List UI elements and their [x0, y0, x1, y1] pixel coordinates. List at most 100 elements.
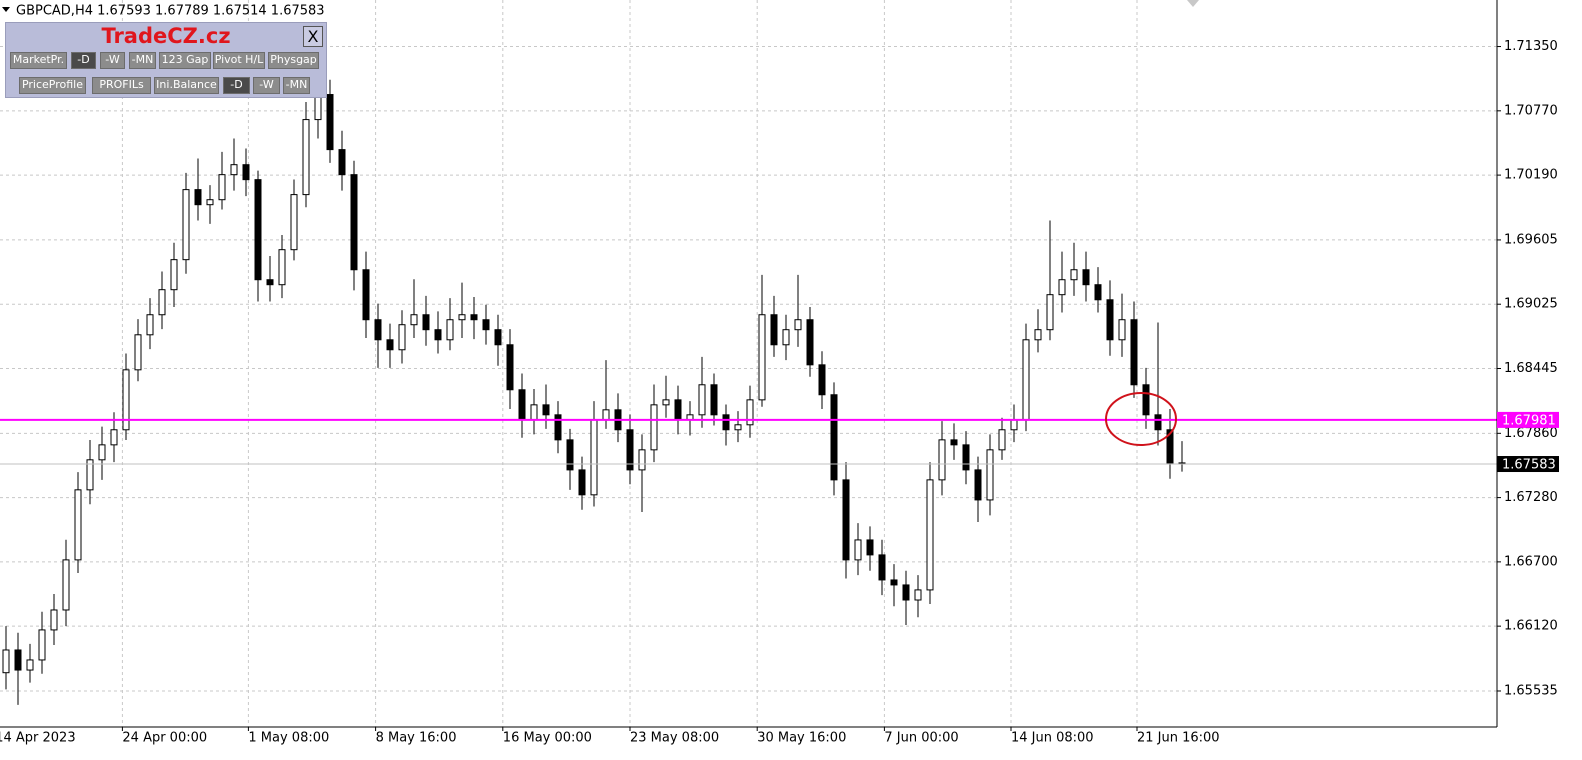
candle-body [1082, 269, 1090, 286]
candle-body [314, 94, 322, 121]
candle-body [434, 329, 442, 341]
candle-body [254, 179, 262, 281]
candle-body [806, 319, 814, 366]
candle-body [710, 384, 718, 416]
candle-body [1166, 429, 1174, 464]
candle-body [566, 439, 574, 471]
symbol-header: GBPCAD,H4 1.67593 1.67789 1.67514 1.6758… [16, 4, 325, 19]
panel-button[interactable]: -MN [129, 52, 156, 69]
candle-body [458, 314, 466, 321]
candle-body [902, 584, 910, 601]
price-label-box [1497, 411, 1559, 428]
x-tick-label: 24 Apr 00:00 [122, 731, 207, 746]
candle-body [26, 659, 34, 671]
panel-button[interactable]: -MN [283, 77, 310, 94]
candle-body [302, 119, 310, 196]
candle-body [218, 174, 226, 201]
y-tick-label: 1.66120 [1504, 619, 1558, 634]
candle-body [410, 314, 418, 326]
candle-body [950, 439, 958, 446]
candle-body [794, 319, 802, 331]
price-lines [0, 418, 1497, 465]
candle-body [1094, 284, 1102, 301]
y-tick-label: 1.69025 [1504, 297, 1558, 312]
candle-body [506, 344, 514, 391]
candle-body [338, 149, 346, 176]
candle-body [962, 444, 970, 471]
candle-body [470, 314, 478, 321]
candle-body [854, 539, 862, 561]
candle-body [998, 429, 1006, 451]
candle-body [554, 414, 562, 441]
candle-body [1058, 279, 1066, 296]
candle-body [842, 479, 850, 561]
panel-button[interactable]: -W [253, 77, 280, 94]
panel-button[interactable]: PROFILs [92, 77, 151, 94]
candle-body [398, 324, 406, 351]
y-tick-label: 1.66700 [1504, 554, 1558, 569]
candle-body [242, 164, 250, 181]
x-tick-label: 14 Jun 08:00 [1011, 731, 1094, 746]
candle-body [422, 314, 430, 331]
candle-body [758, 314, 766, 401]
panel-button[interactable]: -W [100, 52, 125, 69]
y-tick-label: 1.65535 [1504, 683, 1558, 698]
candle-body [1034, 329, 1042, 341]
candle-body [590, 419, 598, 496]
panel-button[interactable]: -D [71, 52, 96, 69]
candle-body [638, 449, 646, 471]
panel-button[interactable]: Physgap [268, 52, 319, 69]
candle-body [926, 479, 934, 591]
panel-button[interactable]: Ini.Balance [154, 77, 219, 94]
candle-body [602, 409, 610, 421]
candle-body [1022, 339, 1030, 421]
panel-button[interactable]: 123 Gap [159, 52, 211, 69]
candle-body [974, 469, 982, 501]
y-tick-label: 1.70770 [1504, 103, 1558, 118]
panel-title: TradeCZ.cz [101, 24, 231, 48]
candle-body [830, 394, 838, 481]
candle-body [230, 164, 238, 176]
panel-button[interactable]: -D [223, 77, 250, 94]
candle-body [362, 269, 370, 321]
x-tick-label: 7 Jun 00:00 [884, 731, 958, 746]
candle-body [578, 469, 586, 496]
grid [0, 0, 1497, 727]
candle-body [14, 649, 22, 671]
candle-body [866, 539, 874, 556]
shift-marker [1187, 0, 1199, 7]
candle-body [62, 559, 70, 611]
candle-body [206, 199, 214, 206]
candle-body [110, 429, 118, 446]
candle-body [74, 489, 82, 561]
candles [2, 59, 1186, 705]
candle-body [1130, 319, 1138, 386]
candle-body [722, 414, 730, 431]
menu-arrow[interactable] [2, 7, 10, 12]
candle-body [482, 319, 490, 331]
panel-close[interactable]: X [303, 26, 323, 47]
candle-body [374, 319, 382, 341]
candle-body [2, 649, 10, 674]
candle-body [50, 609, 58, 631]
candle-body [170, 259, 178, 291]
y-tick-label: 1.69605 [1504, 232, 1558, 247]
tradecz-panel: TradeCZ.cz X MarketPr. -D -W -MN 123 Gap Pivo… [5, 22, 327, 98]
candle-body [326, 94, 334, 151]
x-tick-label: 16 May 00:00 [503, 731, 592, 746]
panel-button[interactable]: PriceProfile [19, 77, 86, 94]
candle-body [278, 249, 286, 286]
panel-button[interactable]: Pivot H/L [213, 52, 265, 69]
candle-body [86, 459, 94, 491]
candle-body [38, 629, 46, 661]
candle-body [818, 364, 826, 396]
x-tick-label: 14 Apr 2023 [0, 731, 76, 746]
candle-body [290, 194, 298, 251]
candle-body [1070, 269, 1078, 281]
candle-body [734, 424, 742, 431]
panel-button[interactable]: MarketPr. [10, 52, 67, 69]
candle-body [1010, 419, 1018, 431]
price-label-box [1497, 456, 1559, 473]
